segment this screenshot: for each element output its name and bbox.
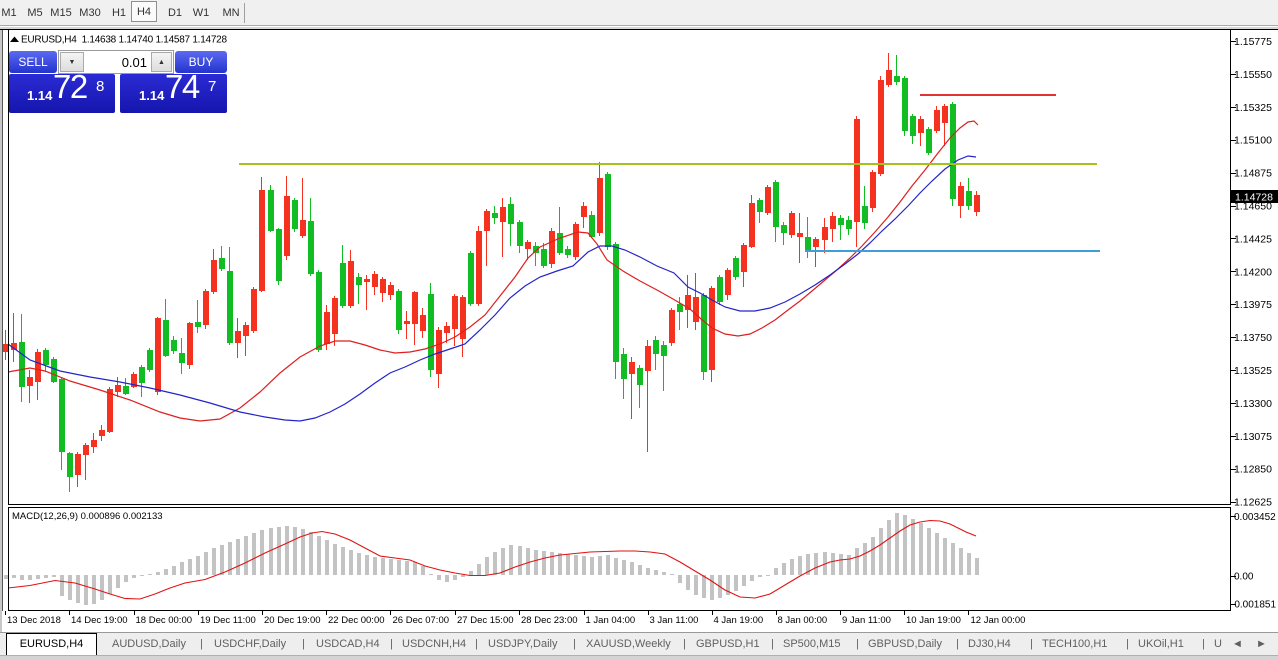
svg-text:10 Jan 19:00: 10 Jan 19:00 [906,615,961,626]
svg-text:1.12625: 1.12625 [1234,497,1272,509]
svg-text:12 Jan 00:00: 12 Jan 00:00 [971,615,1026,626]
svg-text:27 Dec 15:00: 27 Dec 15:00 [457,615,514,626]
svg-text:28 Dec 23:00: 28 Dec 23:00 [521,615,578,626]
svg-text:1.14650: 1.14650 [1234,201,1272,213]
svg-text:0.00: 0.00 [1234,572,1254,583]
svg-text:8 Jan 00:00: 8 Jan 00:00 [778,615,828,626]
svg-text:1 Jan 04:00: 1 Jan 04:00 [586,615,636,626]
svg-text:1.13975: 1.13975 [1234,299,1272,311]
svg-text:9 Jan 11:00: 9 Jan 11:00 [842,615,891,626]
svg-text:1.15325: 1.15325 [1234,102,1272,114]
svg-text:3 Jan 11:00: 3 Jan 11:00 [650,615,699,626]
svg-text:1.14728: 1.14728 [1235,192,1273,204]
svg-text:1.14425: 1.14425 [1234,233,1272,245]
svg-text:1.13300: 1.13300 [1234,398,1272,410]
svg-text:4 Jan 19:00: 4 Jan 19:00 [714,615,764,626]
svg-text:1.13525: 1.13525 [1234,365,1272,377]
svg-text:1.13075: 1.13075 [1234,431,1272,443]
svg-text:1.14200: 1.14200 [1234,266,1272,278]
svg-text:19 Dec 11:00: 19 Dec 11:00 [200,615,256,626]
svg-text:26 Dec 07:00: 26 Dec 07:00 [393,615,450,626]
svg-text:1.15550: 1.15550 [1234,69,1272,81]
svg-text:1.12850: 1.12850 [1234,464,1272,476]
svg-text:1.13750: 1.13750 [1234,332,1272,344]
svg-text:-0.001851: -0.001851 [1231,600,1276,611]
svg-text:20 Dec 19:00: 20 Dec 19:00 [264,615,321,626]
svg-text:1.14875: 1.14875 [1234,168,1272,180]
svg-text:18 Dec 00:00: 18 Dec 00:00 [136,615,193,626]
svg-text:0.003452: 0.003452 [1234,512,1276,523]
svg-text:1.15100: 1.15100 [1234,135,1272,147]
svg-text:1.15775: 1.15775 [1234,36,1272,48]
svg-text:EURUSD,H4 1.14638 1.14740 1.1: EURUSD,H4 1.14638 1.14740 1.14587 1.1472… [21,35,227,46]
svg-text:14 Dec 19:00: 14 Dec 19:00 [71,615,128,626]
svg-text:MACD(12,26,9) 0.000896 0.00213: MACD(12,26,9) 0.000896 0.002133 [12,511,163,522]
svg-text:22 Dec 00:00: 22 Dec 00:00 [328,615,385,626]
svg-text:13 Dec 2018: 13 Dec 2018 [7,615,61,626]
